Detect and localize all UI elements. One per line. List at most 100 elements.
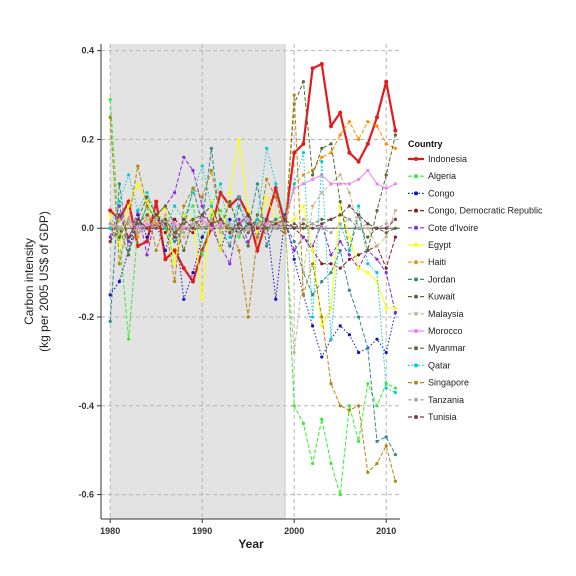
data-point [127, 239, 131, 244]
data-point [375, 337, 379, 341]
data-point [182, 226, 186, 230]
data-point [228, 217, 232, 221]
data-point [255, 226, 259, 230]
legend-item: Congo [408, 188, 455, 198]
y-tick-label: 0.2 [81, 134, 94, 144]
data-point [292, 217, 296, 221]
data-point [366, 271, 370, 275]
data-point [357, 315, 361, 319]
series-line [109, 139, 396, 328]
data-point [311, 315, 315, 319]
data-point [329, 217, 333, 221]
data-point [182, 297, 186, 301]
data-point [375, 244, 379, 248]
data-point [320, 217, 324, 221]
legend-label: Haiti [428, 257, 446, 267]
y-axis-title-line-2: (kg per 2005 US$ of GDP) [37, 211, 51, 352]
data-point [320, 222, 324, 226]
data-point [301, 217, 305, 221]
data-point [338, 492, 342, 497]
data-point [384, 386, 388, 390]
data-point [154, 248, 158, 253]
data-point [265, 195, 269, 199]
data-point [366, 168, 370, 173]
data-point [136, 235, 140, 239]
x-axis-title: Year [238, 537, 264, 551]
data-point [265, 177, 269, 181]
legend-item: Singapore [408, 378, 469, 388]
data-point [117, 199, 121, 204]
data-point [191, 279, 195, 284]
data-point [200, 217, 204, 221]
data-point [219, 208, 223, 213]
legend-title: Country [408, 139, 443, 149]
legend-key-point [414, 346, 418, 351]
data-point [375, 208, 379, 213]
data-point [191, 186, 195, 190]
data-point [311, 248, 315, 253]
data-point [136, 208, 140, 213]
y-tick-label: -0.6 [78, 490, 94, 500]
data-point [283, 217, 287, 221]
data-point [366, 262, 370, 266]
data-point [393, 479, 397, 483]
data-point [246, 208, 250, 213]
legend-item: Morocco [408, 326, 463, 336]
legend-key-point [414, 225, 418, 230]
legend-key-point [414, 208, 418, 213]
data-point [273, 186, 278, 191]
data-point [108, 222, 112, 226]
data-point [117, 213, 121, 217]
data-point [301, 141, 306, 146]
data-point [366, 226, 370, 230]
data-point [384, 350, 388, 355]
data-point [384, 235, 388, 239]
data-point [292, 350, 296, 355]
data-point [301, 222, 305, 226]
data-point [108, 208, 113, 213]
data-point [274, 195, 278, 199]
data-point [117, 226, 121, 230]
series-line [109, 174, 396, 353]
data-point [136, 226, 140, 230]
y-tick-label: 0.0 [81, 223, 94, 233]
data-point [384, 382, 388, 386]
data-point [163, 204, 167, 208]
data-point [200, 213, 204, 217]
data-point [357, 266, 361, 270]
data-point [365, 141, 370, 146]
data-point [283, 231, 287, 235]
data-point [191, 271, 195, 275]
data-point [237, 222, 241, 226]
data-point [173, 222, 177, 226]
y-axis-title-line-1: Carbon intensity [22, 238, 36, 325]
data-point [182, 222, 186, 226]
data-point [319, 61, 324, 66]
legend-label: Congo, Democratic Republic [428, 206, 543, 216]
data-point [173, 226, 177, 230]
legend-key-point [414, 260, 418, 265]
data-point [292, 248, 296, 253]
data-point [375, 404, 379, 408]
legend-label: Cote d'Ivoire [428, 223, 478, 233]
data-point [255, 182, 259, 186]
data-point [311, 262, 315, 266]
data-point [237, 235, 241, 239]
series-line [109, 95, 396, 482]
data-point [200, 195, 204, 199]
data-point [356, 159, 361, 164]
data-point [301, 182, 305, 186]
series-13 [108, 93, 397, 483]
data-point [292, 93, 296, 97]
data-point [219, 231, 223, 235]
data-point [182, 248, 186, 253]
data-point [301, 151, 305, 155]
data-point [108, 239, 112, 244]
data-point [145, 217, 149, 221]
data-point [375, 257, 379, 261]
data-point [357, 404, 361, 408]
data-point [127, 253, 131, 257]
legend-item: Kuwait [408, 292, 456, 302]
legend-label: Congo [428, 188, 455, 198]
